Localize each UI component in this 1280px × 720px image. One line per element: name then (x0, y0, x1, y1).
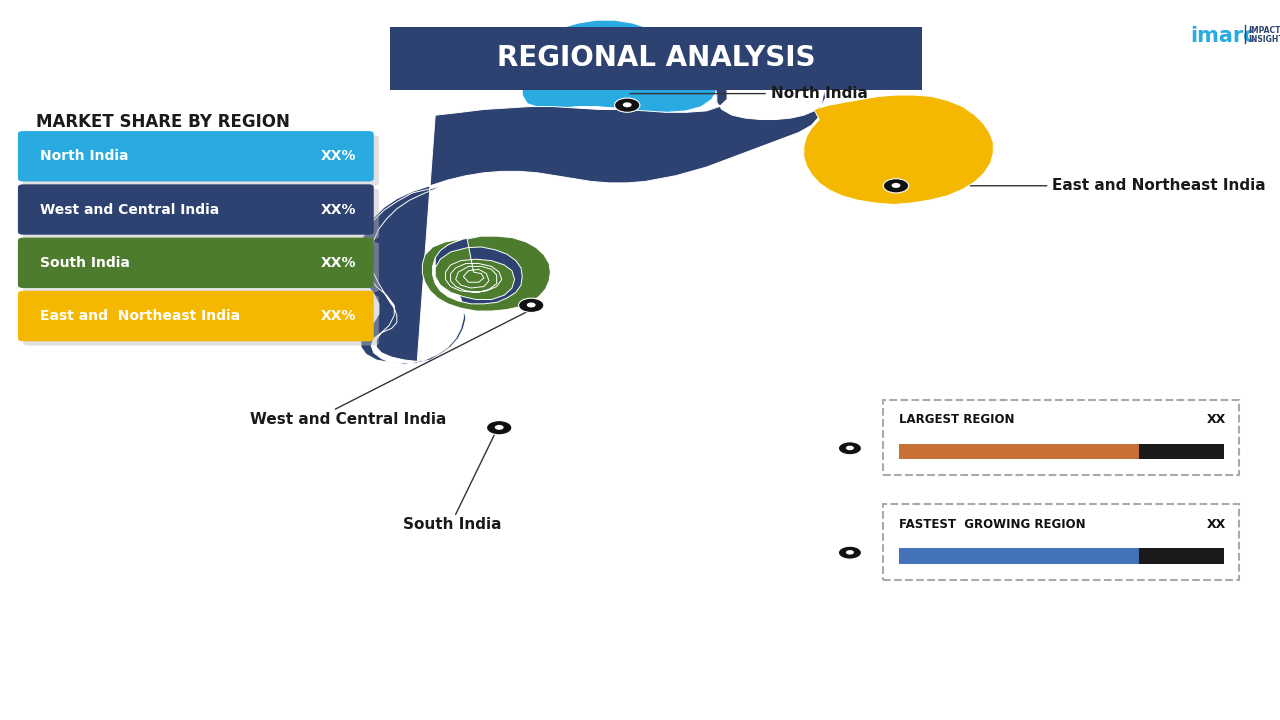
Text: West and Central India: West and Central India (40, 202, 219, 217)
Text: West and Central India: West and Central India (250, 412, 445, 426)
FancyBboxPatch shape (23, 295, 379, 346)
Bar (899, 548, 1224, 564)
Polygon shape (422, 236, 550, 311)
Text: XX%: XX% (320, 149, 356, 163)
Text: South India: South India (40, 256, 129, 270)
Text: North India: North India (771, 86, 868, 101)
Polygon shape (804, 95, 993, 204)
Polygon shape (358, 75, 826, 364)
FancyBboxPatch shape (390, 27, 922, 90)
Circle shape (495, 425, 503, 430)
Text: REGIONAL ANALYSIS: REGIONAL ANALYSIS (498, 45, 815, 72)
Circle shape (846, 446, 854, 450)
Circle shape (838, 546, 861, 559)
Polygon shape (618, 105, 636, 110)
Text: East and Northeast India: East and Northeast India (1052, 179, 1266, 193)
Circle shape (518, 298, 544, 312)
Text: FASTEST  GROWING REGION: FASTEST GROWING REGION (899, 518, 1085, 531)
FancyBboxPatch shape (883, 504, 1239, 580)
Polygon shape (842, 449, 858, 453)
Polygon shape (842, 553, 858, 557)
Text: XX%: XX% (320, 202, 356, 217)
FancyBboxPatch shape (18, 238, 374, 288)
Bar (899, 548, 1139, 564)
Polygon shape (887, 186, 905, 191)
Bar (899, 444, 1224, 459)
Text: XX: XX (1207, 413, 1226, 426)
FancyBboxPatch shape (883, 400, 1239, 475)
FancyBboxPatch shape (18, 184, 374, 235)
Text: North India: North India (40, 149, 128, 163)
Text: XX%: XX% (320, 256, 356, 270)
Circle shape (883, 179, 909, 193)
Text: MARKET SHARE BY REGION: MARKET SHARE BY REGION (36, 113, 289, 131)
Circle shape (614, 98, 640, 112)
Text: IMPACTFUL: IMPACTFUL (1248, 26, 1280, 35)
Circle shape (838, 442, 861, 455)
Circle shape (623, 102, 631, 107)
FancyBboxPatch shape (18, 291, 374, 341)
Circle shape (846, 550, 854, 554)
Circle shape (892, 183, 900, 188)
Text: South India: South India (403, 517, 502, 531)
FancyBboxPatch shape (23, 135, 379, 186)
Text: imarc: imarc (1190, 26, 1256, 46)
Text: LARGEST REGION: LARGEST REGION (899, 413, 1014, 426)
Text: XX%: XX% (320, 309, 356, 323)
Circle shape (486, 420, 512, 435)
Bar (899, 444, 1139, 459)
Text: XX: XX (1207, 518, 1226, 531)
Text: INSIGHTS: INSIGHTS (1248, 35, 1280, 44)
FancyBboxPatch shape (23, 242, 379, 292)
FancyBboxPatch shape (18, 131, 374, 181)
Polygon shape (512, 20, 717, 158)
Circle shape (527, 302, 535, 307)
Text: East and  Northeast India: East and Northeast India (40, 309, 239, 323)
Polygon shape (490, 428, 508, 433)
FancyBboxPatch shape (23, 189, 379, 239)
Polygon shape (522, 305, 540, 310)
